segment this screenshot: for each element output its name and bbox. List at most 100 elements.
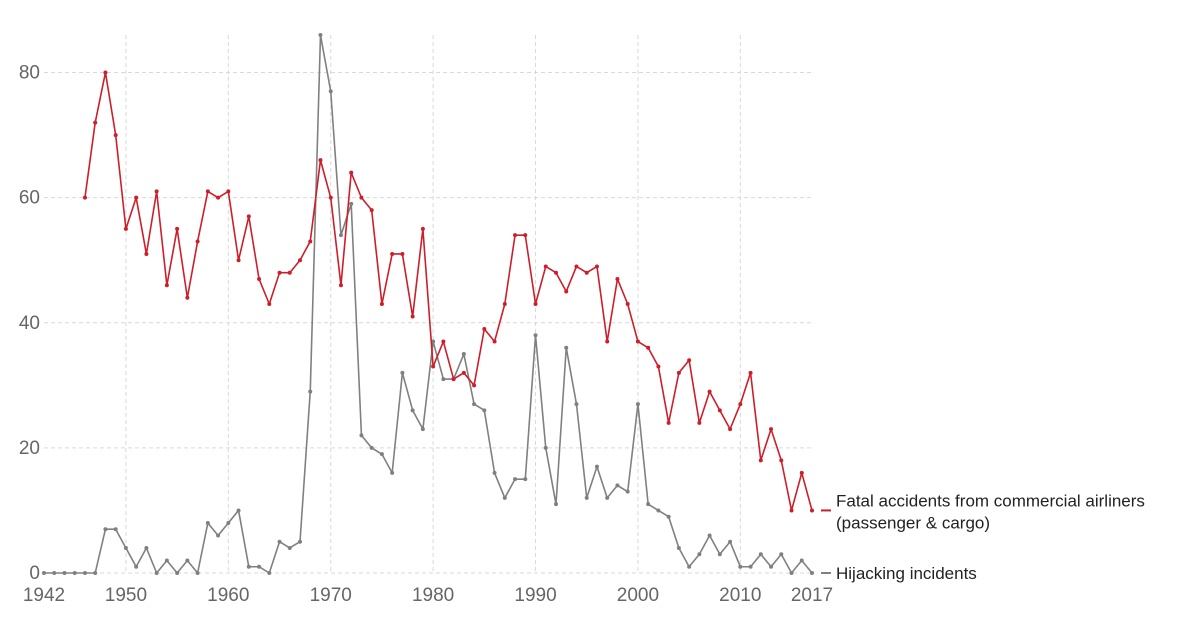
hijacking-incidents-point: [502, 495, 507, 500]
x-tick-label: 2010: [719, 585, 761, 606]
fatal-accidents-point: [799, 470, 804, 475]
hijacking-incidents-point: [338, 233, 343, 238]
hijacking-incidents-point: [676, 545, 681, 550]
fatal-accidents-legend-label: Fatal accidents from commercial airliner…: [836, 491, 1145, 510]
fatal-accidents-point: [287, 270, 292, 275]
hijacking-incidents-point: [728, 539, 733, 544]
hijacking-incidents-point: [533, 333, 538, 338]
fatal-accidents-point: [246, 214, 251, 219]
hijacking-incidents-point: [62, 571, 67, 575]
hijacking-incidents-point: [349, 201, 354, 206]
hijacking-incidents-point: [584, 495, 589, 500]
fatal-accidents-point: [707, 389, 712, 394]
fatal-accidents-point: [564, 289, 569, 294]
y-axis-tick-labels: 0 20 40 60 80: [19, 63, 40, 584]
fatal-accidents-point: [697, 420, 702, 425]
hijacking-incidents-point: [257, 564, 262, 569]
fatal-accidents-point: [728, 427, 733, 432]
x-tick-label: 1950: [105, 585, 147, 606]
fatal-accidents-point: [308, 239, 313, 244]
hijacking-incidents-point: [799, 558, 804, 563]
fatal-accidents-point: [226, 189, 231, 194]
hijacking-incidents-point: [410, 408, 415, 413]
hijacking-incidents-point: [666, 514, 671, 519]
hijacking-incidents-point: [154, 571, 159, 575]
hijacking-incidents-point: [287, 545, 292, 550]
fatal-accidents-point: [144, 251, 149, 256]
hijacking-incidents-point: [113, 527, 118, 532]
fatal-accidents-point: [318, 158, 323, 163]
fatal-accidents-point: [574, 264, 579, 269]
hijacking-incidents-point: [605, 495, 610, 500]
hijacking-incidents-point: [656, 508, 661, 513]
hijacking-incidents-point: [400, 370, 405, 375]
hijacking-incidents-point: [369, 445, 374, 450]
fatal-accidents-point: [789, 508, 794, 513]
hijacking-incidents-point: [318, 33, 323, 37]
fatal-accidents-point: [267, 302, 272, 306]
fatal-accidents-point: [461, 370, 466, 375]
fatal-accidents-point: [123, 226, 128, 231]
hijacking-incidents-point: [52, 571, 57, 575]
hijacking-incidents-point: [564, 345, 569, 350]
fatal-accidents-point: [175, 226, 180, 231]
hijacking-incidents-point: [554, 502, 558, 507]
hijacking-incidents-point: [308, 389, 313, 394]
hijacking-incidents-point: [175, 571, 180, 575]
fatal-accidents-point: [93, 120, 98, 125]
fatal-accidents-point: [656, 364, 661, 369]
hijacking-incidents-legend-label: Hijacking incidents: [836, 564, 977, 583]
x-tick-label: 1970: [310, 585, 352, 606]
hijacking-incidents-line: [44, 34, 813, 574]
x-tick-label: 1980: [412, 585, 454, 606]
hijacking-incidents-point: [687, 564, 692, 569]
fatal-accidents-point: [594, 264, 599, 269]
fatal-accidents-point: [472, 383, 477, 388]
hijacking-incidents-point: [461, 352, 466, 357]
hijacking-incidents-point: [697, 552, 702, 557]
hijacking-incidents-point: [195, 571, 200, 575]
hijacking-incidents-point: [144, 545, 149, 550]
legend: Fatal accidents from commercial airliner…: [821, 491, 1145, 583]
hijacking-incidents-point: [594, 464, 599, 469]
hijacking-incidents-point: [379, 452, 384, 457]
fatal-accidents-point: [82, 195, 87, 200]
fatal-accidents-point: [502, 302, 507, 306]
fatal-accidents-point: [482, 327, 487, 332]
hijacking-incidents-point: [420, 427, 425, 432]
hijacking-incidents-point: [72, 571, 77, 575]
fatal-accidents-point: [533, 302, 538, 306]
fatal-accidents-point: [134, 195, 139, 200]
fatal-accidents-point: [431, 364, 436, 369]
hijacking-incidents-point: [769, 564, 774, 569]
x-tick-label: 1990: [514, 585, 556, 606]
hijacking-incidents-point: [226, 520, 231, 525]
fatal-accidents-point: [185, 295, 190, 300]
hijacking-incidents-point: [359, 433, 364, 438]
fatal-accidents-point: [554, 270, 558, 275]
fatal-accidents-point: [615, 276, 620, 281]
hijacking-incidents-point: [615, 483, 620, 488]
fatal-accidents-point: [513, 233, 518, 238]
hijacking-incidents-point: [205, 520, 210, 525]
fatal-accidents-point: [584, 270, 589, 275]
hijacking-incidents-point: [134, 564, 139, 569]
hijacking-incidents-point: [574, 402, 579, 407]
hijacking-incidents-point: [164, 558, 169, 563]
hijacking-incidents-point: [707, 533, 712, 538]
fatal-accidents-point: [605, 339, 610, 344]
fatal-accidents-point: [687, 358, 692, 363]
fatal-accidents-point: [523, 233, 528, 238]
fatal-accidents-point: [298, 258, 302, 263]
hijacking-incidents-point: [625, 489, 630, 494]
hijacking-incidents-point: [513, 477, 518, 482]
fatal-accidents-point: [338, 283, 343, 288]
fatal-accidents-point: [154, 189, 159, 194]
hijacking-incidents-point: [758, 552, 763, 557]
y-tick-label: 80: [19, 63, 40, 84]
x-axis-tick-labels: 1942 1950 1960 1970 1980 1990 2000 2010 2017: [23, 585, 833, 606]
y-tick-label: 0: [29, 563, 40, 584]
fatal-accidents-point: [441, 339, 446, 344]
hijacking-incidents-point: [216, 533, 221, 538]
